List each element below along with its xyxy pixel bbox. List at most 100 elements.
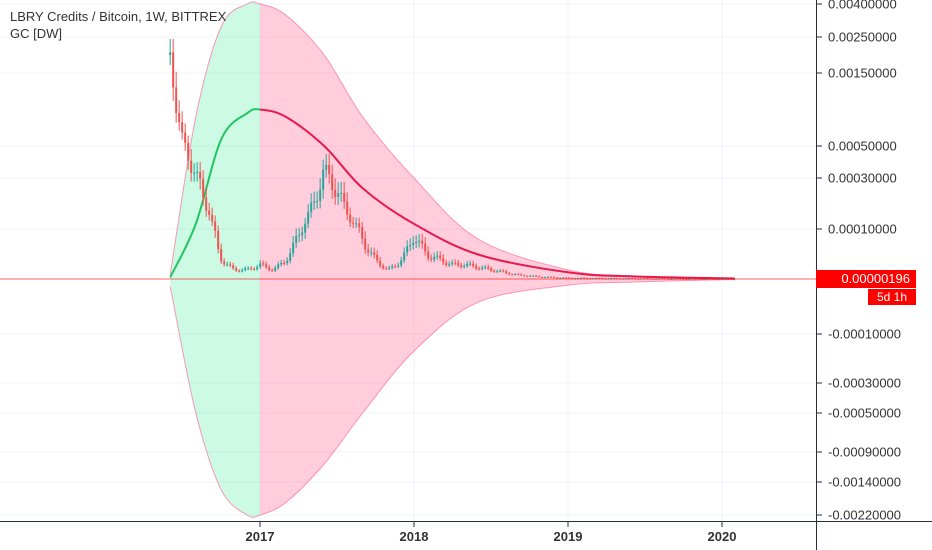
candle <box>325 153 328 178</box>
candle <box>424 237 427 256</box>
candle <box>487 264 490 271</box>
candle <box>328 153 331 184</box>
price-axis[interactable]: 0.00400000 0.00250000 0.00150000 0.00050000… <box>816 0 901 523</box>
candle <box>211 207 214 227</box>
candle <box>349 207 352 227</box>
candle <box>538 275 541 278</box>
last-price-label: 0.00000196 <box>816 270 916 288</box>
candle <box>481 265 484 271</box>
candle <box>388 265 391 270</box>
candle <box>562 277 565 279</box>
candle <box>577 277 580 279</box>
price-tick-label: 0.00030000 <box>828 171 897 186</box>
candle <box>370 247 373 257</box>
candle <box>595 277 598 279</box>
candle <box>172 38 175 101</box>
candle <box>331 164 334 199</box>
candle <box>553 276 556 279</box>
candle <box>235 266 238 273</box>
candle <box>448 261 451 268</box>
candle <box>175 71 178 123</box>
candle <box>274 265 277 273</box>
time-axis[interactable]: 2017 2018 2019 2020 <box>246 521 737 544</box>
candle <box>334 178 337 205</box>
candle <box>241 268 244 273</box>
candle <box>214 215 217 238</box>
price-tick-label: -0.00050000 <box>828 406 901 421</box>
candle <box>439 251 442 262</box>
centerline-green <box>169 108 260 278</box>
candle <box>442 254 445 266</box>
candle <box>571 277 574 279</box>
candle <box>304 218 307 240</box>
candle <box>514 273 517 276</box>
candle <box>556 277 559 279</box>
price-tick-label: 0.00400000 <box>828 0 897 12</box>
candle <box>547 276 550 278</box>
candle <box>196 162 199 182</box>
candle <box>205 187 208 217</box>
candle <box>262 260 265 267</box>
candle <box>427 246 430 262</box>
candle <box>256 264 259 271</box>
upper-band-line <box>169 1 735 279</box>
candle <box>316 191 319 209</box>
candle <box>568 277 571 279</box>
candle <box>223 258 226 267</box>
candle <box>466 260 469 268</box>
candle <box>544 276 547 279</box>
green-band-area <box>170 1 260 518</box>
candle <box>268 264 271 272</box>
candle <box>472 260 475 268</box>
symbol-title[interactable]: LBRY Credits / Bitcoin, 1W, BITTREX <box>10 9 227 24</box>
candle <box>490 266 493 273</box>
candle <box>406 240 409 257</box>
candle <box>550 276 553 278</box>
candle <box>301 226 304 242</box>
candlesticks <box>169 38 736 281</box>
candle <box>478 266 481 271</box>
candle <box>385 266 388 270</box>
candle <box>355 217 358 228</box>
candle <box>397 262 400 269</box>
candle <box>520 273 523 276</box>
candle <box>190 149 193 182</box>
candle <box>484 264 487 270</box>
lower-band-line <box>169 279 735 518</box>
candle <box>451 259 454 267</box>
indicator-title[interactable]: GC [DW] <box>10 26 62 41</box>
candle <box>337 182 340 205</box>
candle <box>526 275 529 278</box>
candle <box>193 163 196 182</box>
candle <box>367 243 370 257</box>
price-tick-label: 0.00150000 <box>828 66 897 81</box>
candle <box>391 263 394 270</box>
price-tick-label: 0.00250000 <box>828 30 897 45</box>
price-tick-label: 0.00050000 <box>828 139 897 154</box>
bar-countdown-label: 5d 1h <box>868 289 916 305</box>
candle <box>277 261 280 270</box>
candle <box>598 277 601 279</box>
candle <box>298 227 301 243</box>
price-tick-label: -0.00030000 <box>828 376 901 391</box>
time-tick-label: 2020 <box>708 529 737 544</box>
candle <box>382 263 385 270</box>
candle <box>187 135 190 170</box>
candle <box>283 259 286 266</box>
candle <box>232 262 235 270</box>
time-tick-label: 2018 <box>400 529 429 544</box>
candle <box>343 181 346 210</box>
candle <box>394 263 397 269</box>
candle <box>199 162 202 190</box>
candle <box>244 266 247 272</box>
candle <box>445 259 448 268</box>
candle <box>505 269 508 275</box>
candle <box>373 247 376 259</box>
candle <box>499 268 502 273</box>
candle <box>358 217 361 233</box>
candle <box>469 260 472 267</box>
candle <box>178 100 181 131</box>
candle <box>319 178 322 209</box>
